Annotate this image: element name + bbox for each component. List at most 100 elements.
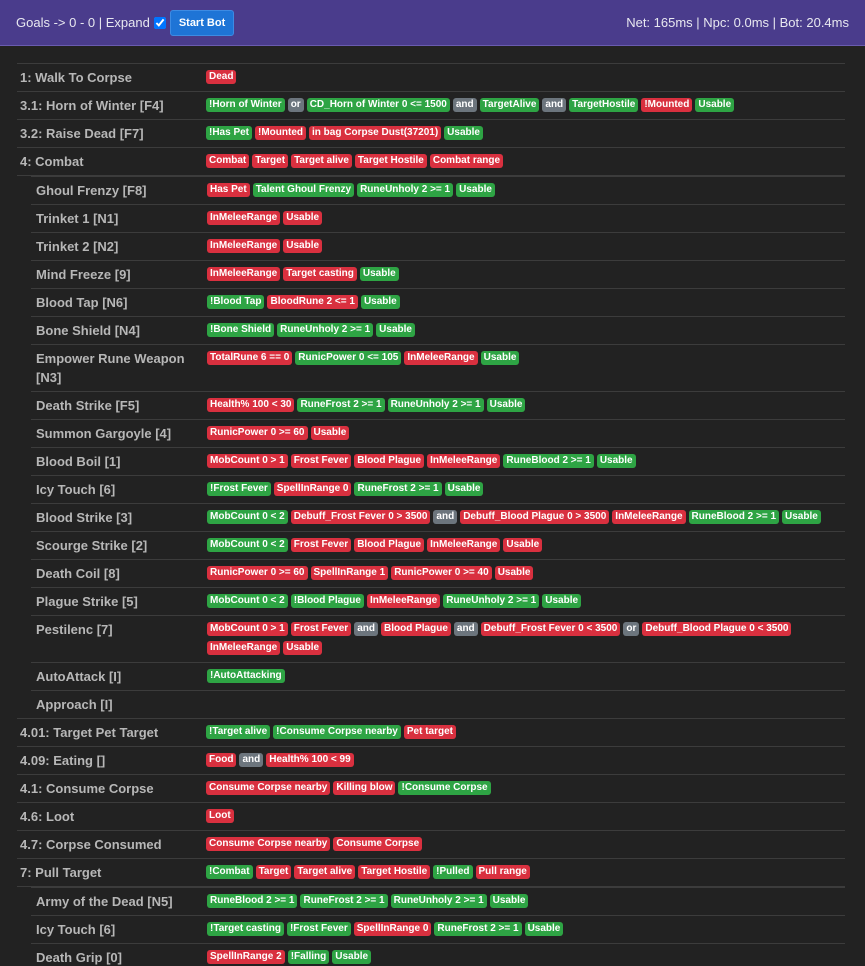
- badge: Dead: [206, 70, 237, 84]
- badge: Target: [252, 154, 289, 168]
- badge: MobCount 0 > 1: [207, 622, 288, 636]
- goal-row: Approach [I]: [31, 690, 845, 718]
- badge: Usable: [542, 594, 582, 608]
- badge: !Frost Fever: [286, 922, 351, 936]
- goal-list: 1: Walk To Corpse Dead 3.1: Horn of Winter…: [0, 46, 865, 966]
- goal-name: 3.1: Horn of Winter [F4]: [17, 91, 203, 120]
- badge: !Blood Plague: [290, 594, 364, 608]
- badge: !Mounted: [641, 98, 693, 112]
- badge: and: [433, 510, 458, 524]
- stats: Net: 165ms | Npc: 0.0ms | Bot: 20.4ms: [626, 15, 849, 30]
- badge: InMeleeRange: [427, 538, 501, 552]
- badge: or: [623, 622, 640, 636]
- badge: !Target alive: [206, 725, 271, 739]
- goal-name: Blood Boil [1]: [31, 447, 204, 476]
- goal-row: 3.1: Horn of Winter [F4] !Horn of Winter o…: [17, 91, 845, 120]
- badge: Loot: [206, 809, 234, 823]
- goal-row: Mind Freeze [9] InMeleeRange Target castin…: [31, 260, 845, 289]
- badge: Frost Fever: [290, 538, 352, 552]
- badge: Usable: [524, 922, 564, 936]
- badge: InMeleeRange: [207, 267, 281, 281]
- badge: InMeleeRange: [366, 594, 441, 608]
- badge: RuneBlood 2 >= 1: [688, 510, 780, 524]
- goal-badges: InMeleeRange Usable: [204, 204, 845, 233]
- badge: RuneBlood 2 >= 1: [207, 894, 298, 908]
- badge: !Horn of Winter: [206, 98, 285, 112]
- goal-badges: InMeleeRange Target casting Usable: [204, 260, 845, 289]
- badge: Blood Plague: [354, 454, 425, 468]
- badge: Usable: [782, 510, 821, 524]
- goal-name: Ghoul Frenzy [F8]: [31, 176, 204, 205]
- goal-badges: Consume Corpse nearby Consume Corpse: [203, 830, 845, 859]
- goal-row: Blood Boil [1] MobCount 0 > 1 Frost Fever B…: [31, 447, 845, 476]
- badge: Combat: [206, 154, 250, 168]
- expand-checkbox[interactable]: [153, 16, 166, 29]
- badge: BloodRune 2 <= 1: [267, 295, 358, 309]
- badge: in bag Corpse Dust(37201): [309, 126, 442, 140]
- goal-row: Icy Touch [6] !Target casting !Frost Fever…: [31, 915, 845, 944]
- badge: !Has Pet: [206, 126, 253, 140]
- header: Goals -> 0 - 0 | Expand Start Bot Net: 1…: [0, 0, 865, 46]
- goal-badges: !Bone Shield RuneUnholy 2 >= 1 Usable: [204, 316, 845, 345]
- goal-row: 4.09: Eating [] Food and Health% 100 < 99: [17, 746, 845, 775]
- badge: or: [287, 98, 304, 112]
- goal-name: 4.7: Corpse Consumed: [17, 830, 203, 859]
- badge: InMeleeRange: [427, 454, 501, 468]
- badge: Consume Corpse: [333, 837, 423, 851]
- badge: Usable: [489, 894, 529, 908]
- goal-badges: RunicPower 0 >= 60 Usable: [204, 419, 845, 448]
- badge: Usable: [283, 641, 323, 655]
- badge: Has Pet: [207, 183, 250, 197]
- goal-name: Trinket 1 [N1]: [31, 204, 204, 233]
- goal-row: 1: Walk To Corpse Dead: [17, 63, 845, 92]
- badge: Usable: [480, 351, 520, 365]
- badge: Usable: [695, 98, 735, 112]
- badge: Pet target: [403, 725, 456, 739]
- goal-name: Death Grip [0]: [31, 943, 204, 966]
- goal-badges: RuneBlood 2 >= 1 RuneFrost 2 >= 1 RuneUnho…: [204, 887, 845, 916]
- goal-name: 4.6: Loot: [17, 802, 203, 831]
- badge: Target alive: [294, 865, 356, 879]
- badge: !Consume Corpse: [398, 781, 491, 795]
- badge: !Target casting: [207, 922, 284, 936]
- badge: !Blood Tap: [207, 295, 265, 309]
- goal-badges: Food and Health% 100 < 99: [203, 746, 845, 775]
- badge: Target casting: [283, 267, 357, 281]
- badge: Target: [255, 865, 292, 879]
- start-bot-button[interactable]: Start Bot: [169, 9, 235, 36]
- badge: Frost Fever: [290, 622, 352, 636]
- goal-row: 4.6: Loot Loot: [17, 802, 845, 831]
- sub-goals: Ghoul Frenzy [F8] Has Pet Talent Ghoul Fre…: [17, 175, 845, 719]
- badge: and: [453, 622, 478, 636]
- badge: Usable: [283, 211, 323, 225]
- badge: Frost Fever: [290, 454, 352, 468]
- goal-name: Army of the Dead [N5]: [31, 887, 204, 916]
- badge: Usable: [596, 454, 636, 468]
- goal-badges: Combat Target Target alive Target Hostile Co…: [203, 147, 845, 176]
- goal-name: Approach [I]: [31, 690, 204, 718]
- goal-row: Scourge Strike [2] MobCount 0 < 2 Frost Fe…: [31, 531, 845, 560]
- sub-table: Ghoul Frenzy [F8] Has Pet Talent Ghoul Fre…: [31, 176, 845, 718]
- goal-row: Trinket 2 [N2] InMeleeRange Usable: [31, 232, 845, 261]
- goal-row: Ghoul Frenzy [F8] Has Pet Talent Ghoul Fre…: [31, 176, 845, 205]
- sub-table: Army of the Dead [N5] RuneBlood 2 >= 1 Run…: [31, 887, 845, 966]
- badge: and: [239, 753, 264, 767]
- goal-badges: MobCount 0 < 2 !Blood Plague InMeleeRange R…: [204, 587, 845, 616]
- badge: RuneUnholy 2 >= 1: [443, 594, 540, 608]
- badge: Usable: [486, 398, 526, 412]
- goal-row: 7: Pull Target !Combat Target Target alive T…: [17, 858, 845, 887]
- badge: InMeleeRange: [404, 351, 478, 365]
- badge: RuneFrost 2 >= 1: [434, 922, 522, 936]
- badge: Food: [206, 753, 237, 767]
- badge: MobCount 0 < 2: [207, 538, 288, 552]
- badge: InMeleeRange: [207, 641, 281, 655]
- goal-row: Plague Strike [5] MobCount 0 < 2 !Blood Pl…: [31, 587, 845, 616]
- badge: RunicPower 0 >= 60: [207, 426, 308, 440]
- badge: Debuff_Blood Plague 0 < 3500: [642, 622, 792, 636]
- badge: Killing blow: [333, 781, 396, 795]
- goal-badges: Has Pet Talent Ghoul Frenzy RuneUnholy 2 >…: [204, 176, 845, 205]
- goal-row: Death Strike [F5] Health% 100 < 30 RuneFro…: [31, 391, 845, 420]
- badge: Debuff_Frost Fever 0 < 3500: [480, 622, 621, 636]
- goal-name: Blood Tap [N6]: [31, 288, 204, 317]
